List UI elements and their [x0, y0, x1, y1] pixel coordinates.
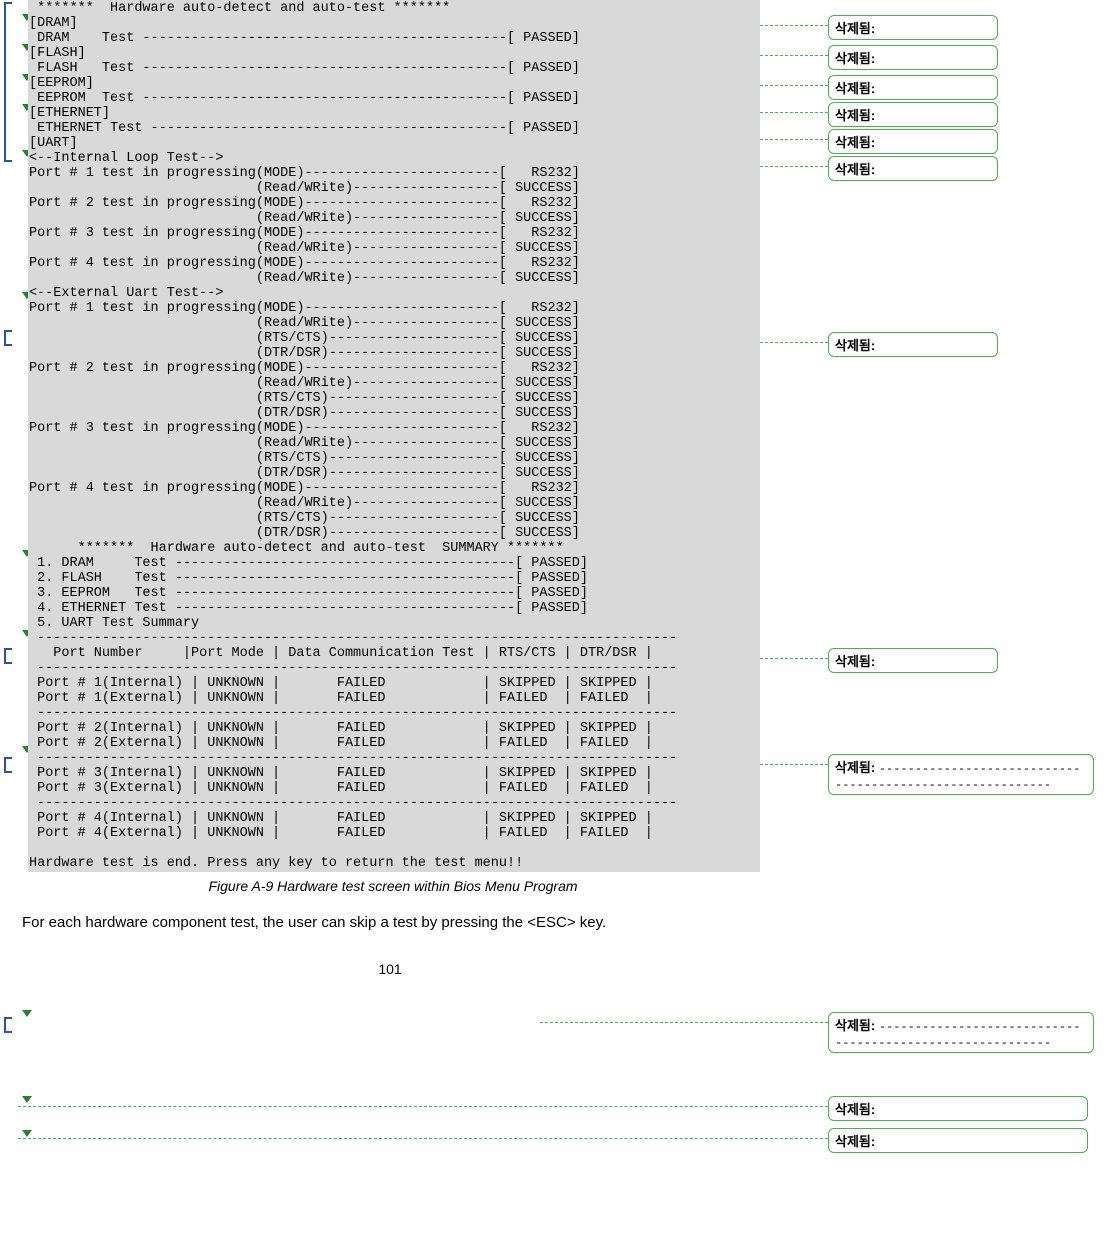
revision-connector [18, 1106, 828, 1107]
page-number: 101 [10, 961, 770, 977]
revision-comment[interactable]: 삭제됨: -----------------------------------… [828, 1012, 1094, 1053]
change-bar [4, 2, 12, 162]
revision-comment[interactable]: 삭제됨: [828, 156, 998, 181]
revision-comment[interactable]: 삭제됨: [828, 15, 998, 40]
comment-label: 삭제됨: [835, 51, 875, 66]
document-page: ******* Hardware auto-detect and auto-te… [0, 0, 1106, 1017]
change-marker-icon [22, 1130, 32, 1137]
revision-comment[interactable]: 삭제됨: [828, 648, 998, 673]
revision-comment[interactable]: 삭제됨: [828, 45, 998, 70]
change-marker-icon [22, 1010, 32, 1017]
comment-label: 삭제됨: [835, 338, 875, 353]
revision-comment[interactable]: 삭제됨: [828, 129, 998, 154]
comment-label: 삭제됨: [835, 654, 875, 669]
change-bar [4, 757, 12, 773]
comment-label: 삭제됨: [835, 1134, 875, 1149]
revision-comment[interactable]: 삭제됨: [828, 1128, 1088, 1153]
comment-label: 삭제됨: [835, 81, 875, 96]
change-bar [4, 1017, 12, 1033]
comment-label: 삭제됨: [835, 162, 875, 177]
revision-comment[interactable]: 삭제됨: [828, 1096, 1088, 1121]
revision-comment[interactable]: 삭제됨: [828, 102, 998, 127]
revision-connector [540, 1022, 828, 1023]
change-bar [4, 648, 12, 664]
comment-label: 삭제됨: [835, 108, 875, 123]
comment-label: 삭제됨: [835, 1102, 875, 1117]
revision-comment[interactable]: 삭제됨: -----------------------------------… [828, 754, 1094, 795]
revision-comment[interactable]: 삭제됨: [828, 332, 998, 357]
terminal-output: ******* Hardware auto-detect and auto-te… [28, 0, 760, 872]
comment-label: 삭제됨: [835, 21, 875, 36]
comment-label: 삭제됨: [835, 135, 875, 150]
comment-label: 삭제됨: [835, 760, 879, 775]
revision-connector [18, 1138, 828, 1139]
comment-label: 삭제됨: [835, 1018, 879, 1033]
change-bar [4, 330, 12, 346]
revision-comment[interactable]: 삭제됨: [828, 75, 998, 100]
change-marker-icon [22, 1096, 32, 1103]
figure-caption: Figure A-9 Hardware test screen within B… [28, 878, 758, 894]
body-paragraph: For each hardware component test, the us… [22, 914, 812, 931]
